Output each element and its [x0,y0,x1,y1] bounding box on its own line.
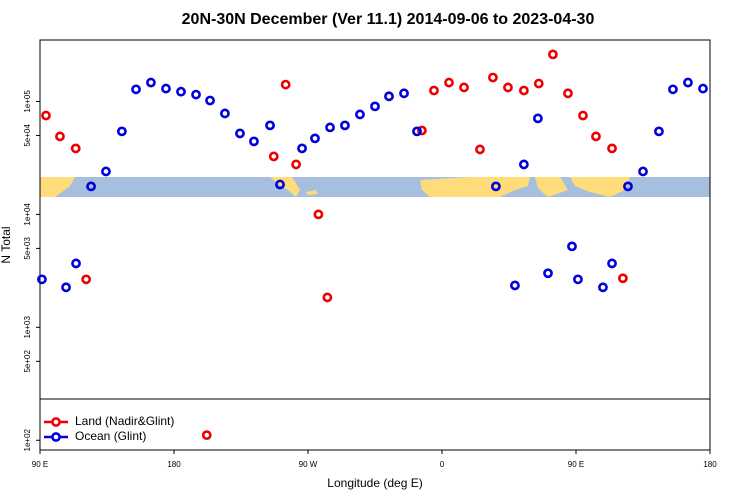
point [607,143,617,154]
y-tick-label: 5e+02 [23,350,32,373]
point [201,430,212,441]
y-tick-label: 5e+04 [23,124,32,147]
point [598,282,608,293]
point [459,82,469,93]
point [146,77,156,88]
point [81,274,92,285]
point [638,166,648,177]
point [61,282,71,293]
point [591,131,601,142]
point [310,133,320,144]
point [698,83,708,94]
y-tick-label: 1e+02 [23,428,32,451]
x-tick-label: 0 [440,460,445,469]
legend-box [39,398,711,451]
point [220,108,230,119]
y-axis-label: N Total [0,226,13,263]
x-tick-label: 180 [167,460,181,469]
chart-title: 20N-30N December (Ver 11.1) 2014-09-06 t… [182,11,595,28]
legend-marker [51,417,61,427]
point [71,258,81,269]
point [399,88,409,99]
point [416,125,427,136]
point [683,77,693,88]
point [322,292,333,303]
y-tick-label: 1e+03 [23,316,32,339]
point [268,151,279,162]
point [86,181,96,192]
point [235,128,245,139]
point [116,126,127,137]
map-strip [40,177,710,197]
point [503,82,513,93]
point [355,109,365,120]
point [532,113,543,124]
point [370,101,380,112]
point [291,159,301,170]
point [275,179,285,190]
point [444,77,454,88]
y-tick-label: 1e+04 [23,203,32,226]
legend-label: Land (Nadir&Glint) [75,414,174,428]
point [607,258,617,269]
point [543,268,553,279]
point [280,79,291,90]
point [55,131,65,142]
point [340,120,350,131]
point [176,86,186,97]
x-tick-label: 90 E [568,460,584,469]
x-tick-label: 180 [703,460,717,469]
point [131,84,141,95]
point [548,49,558,60]
point [313,209,324,220]
point [518,159,529,170]
point [623,181,633,192]
point [37,274,47,285]
point [429,85,439,96]
point [490,181,501,192]
point [205,95,215,106]
point [518,85,529,96]
point [412,126,422,137]
point [70,143,81,154]
point [573,274,583,285]
point [384,91,394,102]
point [249,136,259,147]
legend-label: Ocean (Glint) [75,429,146,443]
point [191,89,201,100]
point [510,280,520,291]
point [567,241,577,252]
point [161,83,171,94]
point [618,273,628,284]
x-axis-label: Longitude (deg E) [327,476,422,490]
point [101,166,111,177]
y-tick-label: 1e+05 [23,90,32,113]
x-tick-label: 90 E [32,460,48,469]
point [533,78,544,89]
point [668,84,678,95]
point [265,120,275,131]
point [475,144,485,155]
point [578,110,588,121]
point [325,122,335,133]
legend-marker [51,432,61,442]
x-tick-label: 90 W [299,460,318,469]
point [297,143,307,154]
point [41,110,51,121]
y-tick-label: 5e+03 [23,237,32,260]
point [563,88,573,99]
point [488,72,498,83]
point [654,126,664,137]
